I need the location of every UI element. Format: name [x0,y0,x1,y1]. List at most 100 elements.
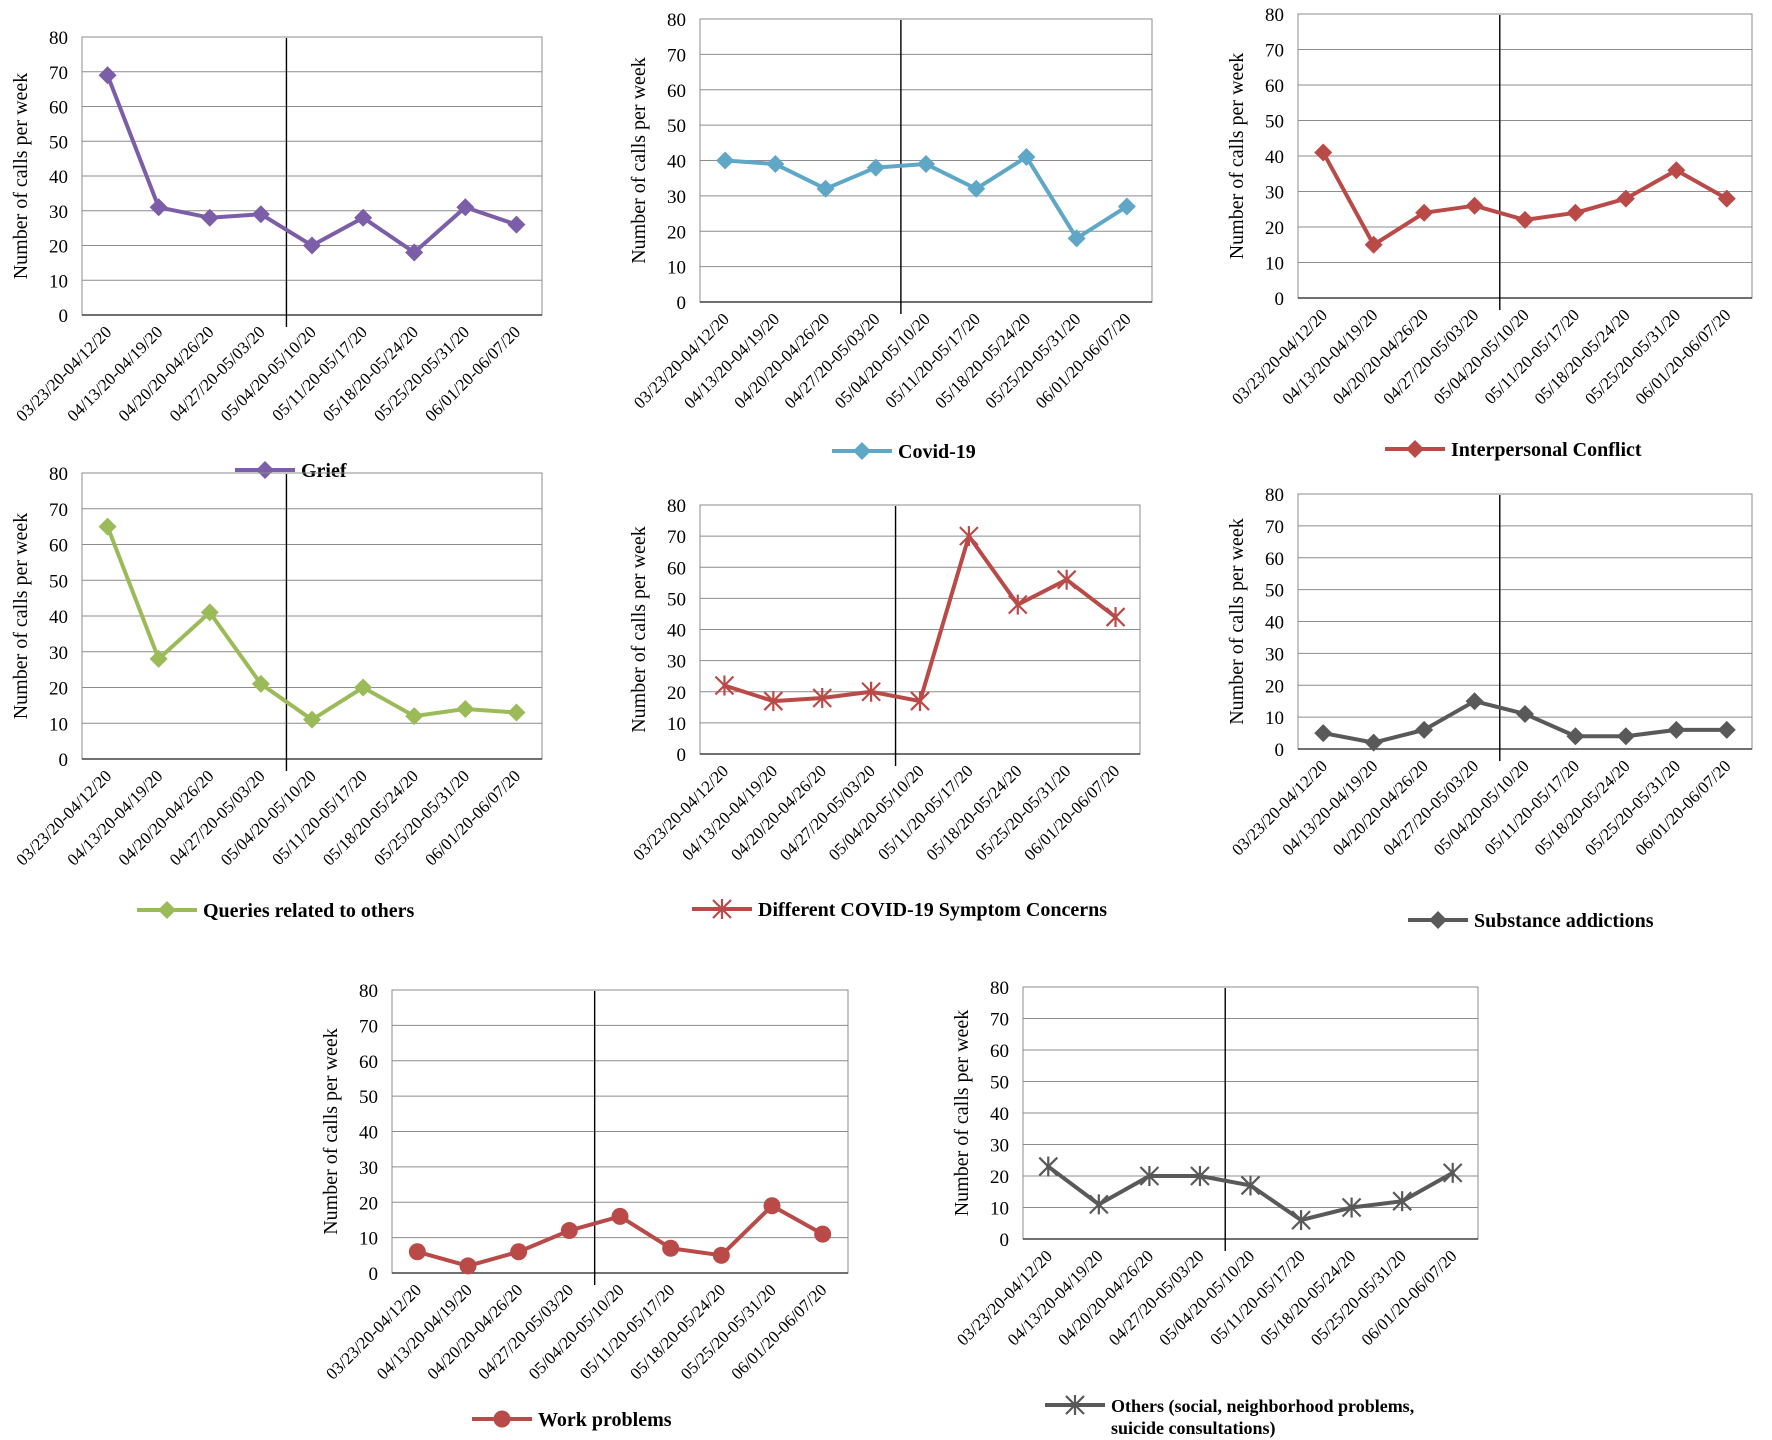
data-point [1314,724,1333,743]
data-point [303,236,321,255]
y-tick-label: 20 [49,237,68,258]
data-point [1566,727,1585,746]
y-tick-label: 30 [49,202,68,223]
y-tick-label: 80 [1265,5,1284,26]
x-tick-label: 04/27/20-05/03/20 [166,766,269,869]
data-point [1190,1166,1210,1186]
data-point [408,1243,426,1261]
data-point [251,205,270,224]
x-tick-label: 03/23/20-04/12/20 [12,322,115,425]
y-tick-label: 60 [1265,549,1284,570]
x-tick-label: 05/11/20-05/17/20 [268,322,370,424]
y-tick-label: 70 [49,500,68,521]
y-tick-label: 0 [59,306,69,327]
y-tick-label: 0 [677,745,687,766]
data-point [1717,189,1736,208]
y-tick-label: 50 [667,589,686,610]
data-point [716,151,735,170]
y-tick-label: 60 [1265,76,1284,97]
y-tick-label: 70 [1265,517,1284,538]
y-tick-label: 10 [49,271,68,292]
y-tick-label: 40 [1265,147,1284,168]
series-line [722,534,1118,704]
data-point [766,155,785,174]
data-point [1291,1210,1311,1231]
y-axis-label: Number of calls per week [1226,518,1248,725]
y-axis-label: Number of calls per week [628,57,650,264]
y-tick-label: 10 [1265,708,1284,729]
x-tick-label: 05/04/20-05/10/20 [217,766,320,869]
legend-label: Work problems [538,1409,672,1431]
data-point [1314,143,1333,162]
data-point [459,1257,477,1275]
x-tick-label: 06/01/20-06/07/20 [421,766,524,869]
y-axis-label: Number of calls per week [1226,53,1248,260]
data-point [1364,733,1383,752]
chart-2: 0 10 20 30 40 50 60 70 80 Number of calls per wee… [628,10,1153,463]
y-tick-label: 0 [1275,289,1285,310]
data-point [611,1207,629,1225]
legend-marker [1065,1395,1085,1415]
y-tick-label: 50 [49,132,68,153]
series-line [1321,150,1729,247]
data-point [1341,1197,1362,1218]
legend: Queries related to others [137,900,414,922]
data-point [1089,1194,1109,1215]
data-point [200,208,219,227]
data-point [763,1197,781,1215]
data-point [712,1246,730,1264]
legend-label: Different COVID-19 Symptom Concerns [758,899,1107,921]
y-tick-label: 40 [667,152,686,173]
data-point [405,707,424,726]
legend-label: Others (social, neighborhood problems, [1111,1396,1414,1417]
data-point [1516,210,1534,229]
data-point [959,526,979,547]
legend-label: Substance addictions [1474,910,1654,932]
data-point [917,155,935,174]
legend: Grief [235,460,347,482]
y-tick-label: 10 [667,258,686,279]
y-tick-label: 10 [667,714,686,735]
data-point [1067,229,1086,248]
data-point [1139,1166,1160,1186]
y-tick-label: 20 [1265,676,1284,697]
legend: Interpersonal Conflict [1385,439,1642,461]
y-tick-label: 70 [49,63,68,84]
y-tick-label: 60 [990,1041,1009,1062]
y-axis-label: Number of calls per week [10,513,32,720]
data-point [149,198,168,217]
y-tick-label: 80 [49,28,68,49]
data-point [1667,161,1686,180]
y-axis-label: Number of calls per week [10,73,32,280]
x-tick-label: 06/01/20-06/07/20 [728,1280,831,1383]
data-point [354,208,373,227]
y-tick-label: 10 [359,1229,378,1250]
y-tick-label: 50 [1265,112,1284,133]
y-tick-label: 10 [49,714,68,735]
y-tick-label: 30 [667,652,686,673]
data-point [1616,727,1635,746]
y-tick-label: 50 [1265,581,1284,602]
y-tick-label: 40 [49,167,68,188]
y-tick-label: 0 [369,1264,379,1285]
data-point [1392,1191,1412,1212]
legend-marker [1406,440,1424,458]
y-tick-label: 60 [359,1052,378,1073]
data-point [456,198,475,217]
x-tick-label: 06/01/20-06/07/20 [421,322,524,425]
y-tick-label: 0 [677,293,687,314]
y-tick-label: 70 [1265,41,1284,62]
legend-label: Interpersonal Conflict [1451,439,1642,461]
legend: Work problems [472,1409,672,1431]
x-tick-label: 04/13/20-04/19/20 [64,766,167,869]
x-tick-label: 04/13/20-04/19/20 [64,322,167,425]
chart-1: 0 10 20 30 40 50 60 70 80 Number of calls per wee… [10,28,543,482]
chart-8: 0 10 20 30 40 50 60 70 80 Number of calls per wee… [951,978,1479,1439]
data-point [1566,203,1585,222]
x-tick-label: 06/01/20-06/07/20 [1358,1246,1461,1349]
y-tick-label: 40 [990,1104,1009,1125]
y-tick-label: 0 [59,750,69,771]
data-point [814,1225,832,1243]
data-point [866,158,885,177]
